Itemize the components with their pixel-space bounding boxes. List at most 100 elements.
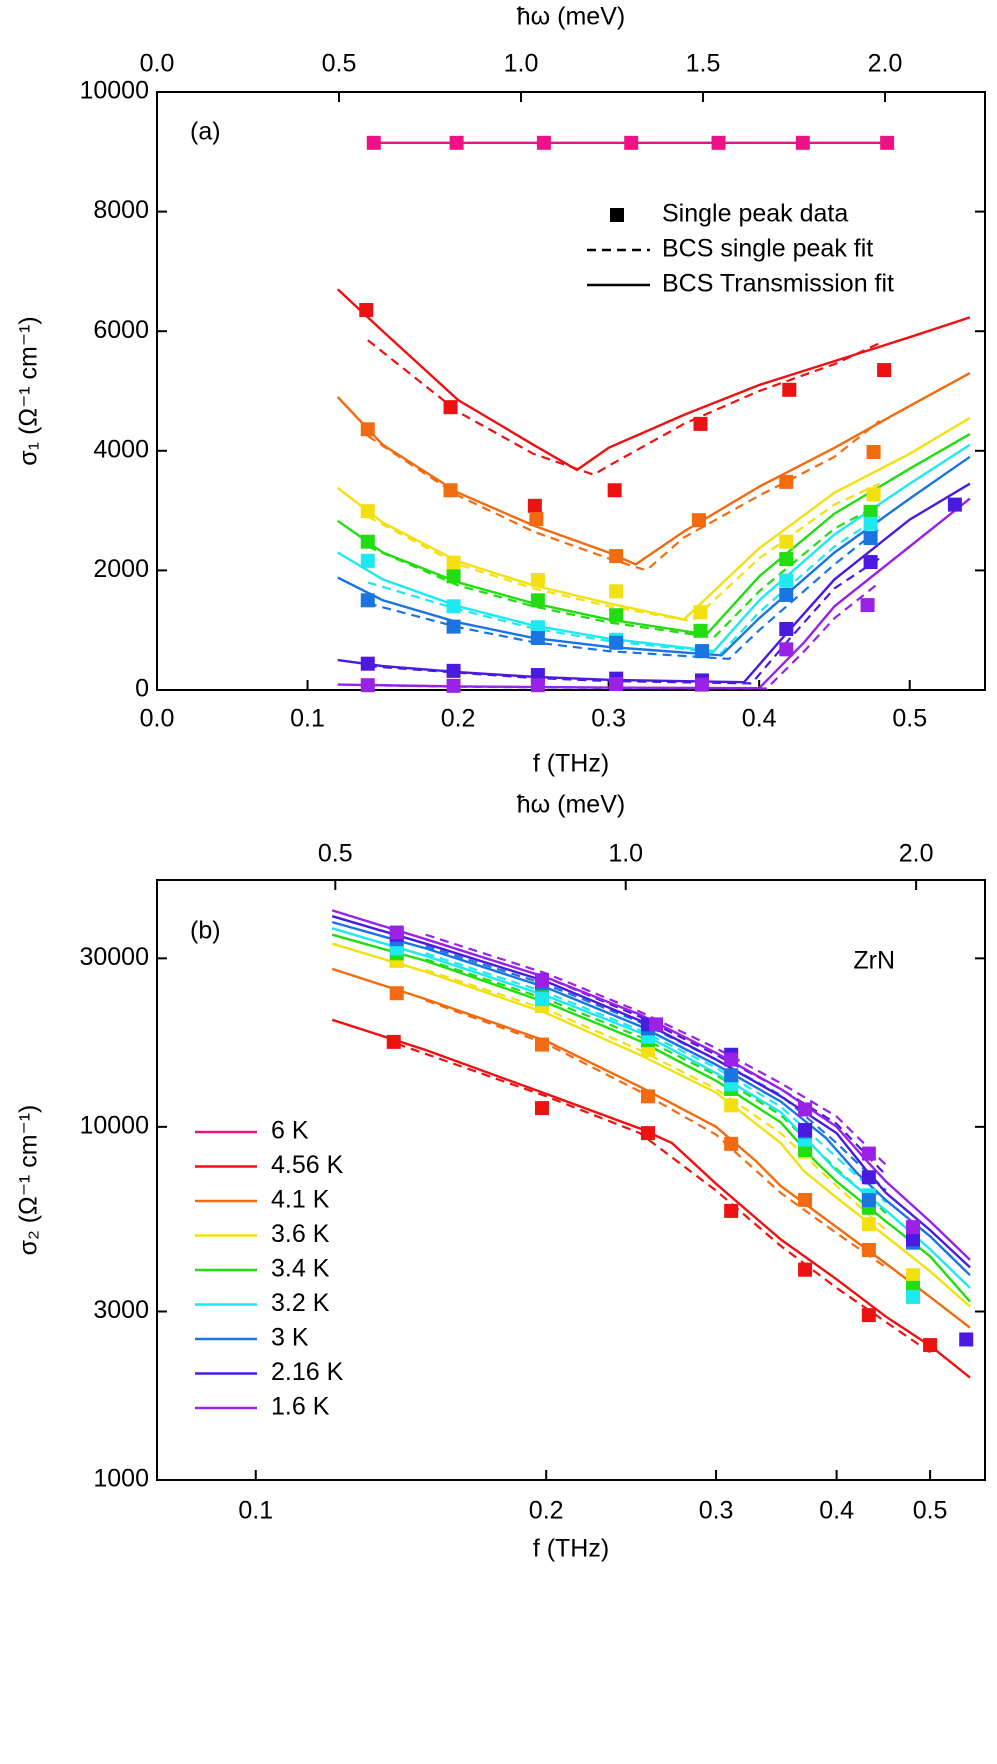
transmission-fit-line [337,482,971,684]
data-point [389,986,404,1001]
data-point [798,1262,813,1277]
x2-tick-label: 1.0 [504,50,539,78]
peak-fit-line [425,968,887,1231]
data-point [880,135,895,150]
y-axis-label: σ₂ (Ω⁻¹ cm⁻¹) [15,1105,43,1256]
data-point [694,677,709,692]
y-tick-label: 8000 [93,196,149,224]
peak-fit-line [367,482,881,623]
transmission-fit-line [331,933,971,1303]
data-point [724,1203,739,1218]
data-point [861,1193,876,1208]
data-point [724,1052,739,1067]
peak-fit-line [367,503,881,639]
y-axis-label: σ₁ (Ω⁻¹ cm⁻¹) [15,316,43,465]
x-tick-label: 0.1 [238,1497,273,1525]
legend-label: 3 K [271,1324,309,1352]
data-point [530,620,545,635]
data-point [609,635,624,650]
x-tick-label: 0.1 [290,705,325,733]
x-tick-label: 0.4 [742,705,777,733]
legend-label: 2.16 K [271,1358,344,1386]
data-point [779,534,794,549]
x-tick-label: 0.4 [819,1497,854,1525]
transmission-fit-line [337,497,971,690]
x2-axis-label: ħω (meV) [517,3,625,31]
data-point [446,555,461,570]
x-tick-label: 0.2 [441,705,476,733]
data-point [649,1017,664,1032]
annotation: ZrN [853,947,895,975]
plot-frame [156,879,986,1481]
data-point [863,504,878,519]
data-point [779,573,794,588]
data-point [360,656,375,671]
y-tick-label: 10000 [79,1111,149,1139]
x2-tick-label: 0.5 [322,50,357,78]
x-axis-label: f (THz) [533,750,609,778]
legend-label: 3.4 K [271,1255,330,1283]
data-point [360,504,375,519]
data-point [624,135,639,150]
legend-label: 4.1 K [271,1186,330,1214]
data-point [779,622,794,637]
transmission-fit-line [331,967,971,1329]
data-point [609,584,624,599]
legend-label: 3.2 K [271,1289,330,1317]
legend-label: BCS Transmission fit [662,270,894,298]
data-point [609,677,624,692]
data-point [443,483,458,498]
x2-tick-label: 2.0 [868,50,903,78]
data-point [959,1332,974,1347]
data-point [609,608,624,623]
transmission-fit-line [331,915,971,1269]
data-point [534,1037,549,1052]
transmission-fit-line [331,1018,971,1379]
data-point [779,587,794,602]
plot-frame [156,91,986,691]
x2-tick-label: 1.5 [686,50,721,78]
data-point [693,605,708,620]
data-point [449,135,464,150]
data-point [863,531,878,546]
data-point [861,1308,876,1323]
data-point [724,1098,739,1113]
legend-marker [610,208,624,222]
data-point [530,572,545,587]
peak-fit-line [367,420,881,572]
data-point [446,663,461,678]
transmission-fit-line [331,909,971,1261]
data-point [694,644,709,659]
data-point [530,678,545,693]
data-point [779,642,794,657]
y-tick-label: 10000 [79,77,149,105]
data-point [360,422,375,437]
data-point [534,992,549,1007]
data-point [905,1289,920,1304]
x-tick-label: 0.5 [892,705,927,733]
data-point [691,513,706,528]
transmission-fit-line [336,288,971,472]
peak-fit-line [396,1042,931,1354]
data-point [446,619,461,634]
data-point [866,444,881,459]
data-point [905,1220,920,1235]
transmission-fit-line [331,942,971,1308]
legend-label: 4.56 K [271,1151,344,1179]
data-point [446,678,461,693]
data-point [724,1136,739,1151]
peak-fit-line [425,945,887,1192]
data-point [905,1232,920,1247]
data-point [534,1101,549,1116]
data-point [640,1126,655,1141]
transmission-fit-line [331,920,971,1277]
data-point [711,135,726,150]
peak-fit-line [367,515,881,655]
peak-fit-line [367,557,881,685]
data-point [863,555,878,570]
data-point [861,1146,876,1161]
y-tick-label: 3000 [93,1296,149,1324]
data-point [905,1268,920,1283]
data-point [443,400,458,415]
data-point [798,1122,813,1137]
